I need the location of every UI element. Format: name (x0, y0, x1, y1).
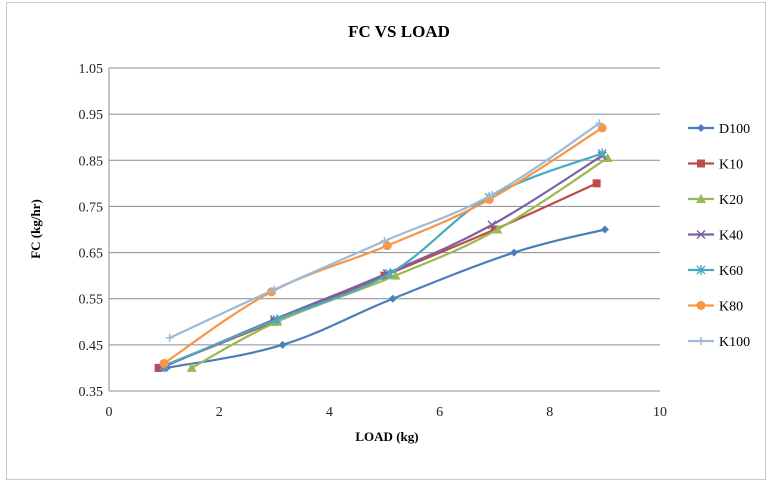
y-tick-label: 0.75 (79, 200, 104, 215)
axes (108, 68, 660, 392)
x-tick-label: 4 (326, 405, 333, 420)
y-tick-label: 0.95 (79, 108, 104, 123)
data-point (154, 363, 163, 372)
legend-marker (697, 159, 705, 168)
legend-item-k60: K60 (688, 264, 743, 279)
x-axis-title: LOAD (kg) (355, 429, 418, 444)
y-tick-label: 1.05 (79, 62, 104, 77)
data-point (272, 314, 282, 325)
series-k20 (186, 152, 613, 372)
data-point (509, 248, 518, 257)
legend-marker (696, 194, 706, 203)
legend-marker (696, 229, 706, 240)
data-point (278, 340, 287, 349)
legend-label: K10 (719, 158, 743, 173)
y-tick-label: 0.85 (79, 154, 104, 169)
legend-label: K100 (719, 335, 750, 350)
legend-marker (696, 301, 706, 310)
y-tick-label: 0.55 (79, 293, 104, 308)
legend-item-k10: K10 (688, 158, 743, 173)
legend-label: K60 (719, 264, 743, 279)
legend-item-k40: K40 (688, 229, 743, 244)
data-point (600, 225, 609, 234)
x-tick-label: 10 (653, 405, 667, 420)
gridlines (109, 67, 660, 346)
data-point (270, 285, 279, 294)
legend-label: K20 (719, 193, 743, 208)
y-tick-label: 0.65 (79, 247, 104, 262)
data-point (388, 294, 397, 303)
legend-label: D100 (719, 122, 750, 137)
data-point (597, 148, 607, 159)
y-tick-label: 0.35 (79, 385, 104, 400)
series-line (163, 152, 603, 367)
chart-title: FC VS LOAD (348, 22, 450, 41)
series-k100 (165, 119, 604, 342)
series-k40 (156, 151, 607, 373)
data-point (165, 333, 174, 342)
data-point (595, 119, 604, 128)
data-point (390, 270, 401, 280)
legend-item-k80: K80 (688, 300, 743, 315)
tick-labels: 0.35 0.45 0.55 0.65 0.75 0.85 0.95 1.05 0 2 4 6 8 10 (79, 62, 668, 420)
series-line (191, 157, 609, 369)
series-lines (154, 119, 613, 373)
series-k60 (159, 148, 607, 371)
legend-label: K80 (719, 300, 743, 315)
x-tick-label: 2 (216, 405, 223, 420)
data-point (492, 224, 503, 234)
data-point (186, 362, 197, 372)
data-point (385, 268, 395, 279)
series-d100 (162, 225, 609, 372)
x-tick-label: 0 (106, 405, 113, 420)
y-tick-label: 0.45 (79, 339, 104, 354)
x-tick-label: 8 (546, 405, 553, 420)
x-tick-label: 6 (436, 405, 443, 420)
series-line (160, 154, 603, 369)
y-axis-title: FC (kg/hr) (28, 199, 43, 259)
legend-label: K40 (719, 229, 743, 244)
legend-marker (696, 265, 706, 275)
legend-marker (697, 124, 705, 132)
data-point (592, 179, 601, 188)
legend-item-d100: D100 (688, 122, 750, 137)
legend-item-k100: K100 (688, 335, 750, 350)
series-line (169, 122, 600, 339)
data-point (487, 220, 497, 230)
legend-marker (697, 337, 705, 345)
legend-item-k20: K20 (688, 193, 743, 208)
legend: D100 K10 K20 K40 K60 K80 K100 (688, 122, 750, 350)
data-point (159, 358, 169, 368)
data-point (380, 237, 389, 246)
data-point (487, 190, 496, 199)
